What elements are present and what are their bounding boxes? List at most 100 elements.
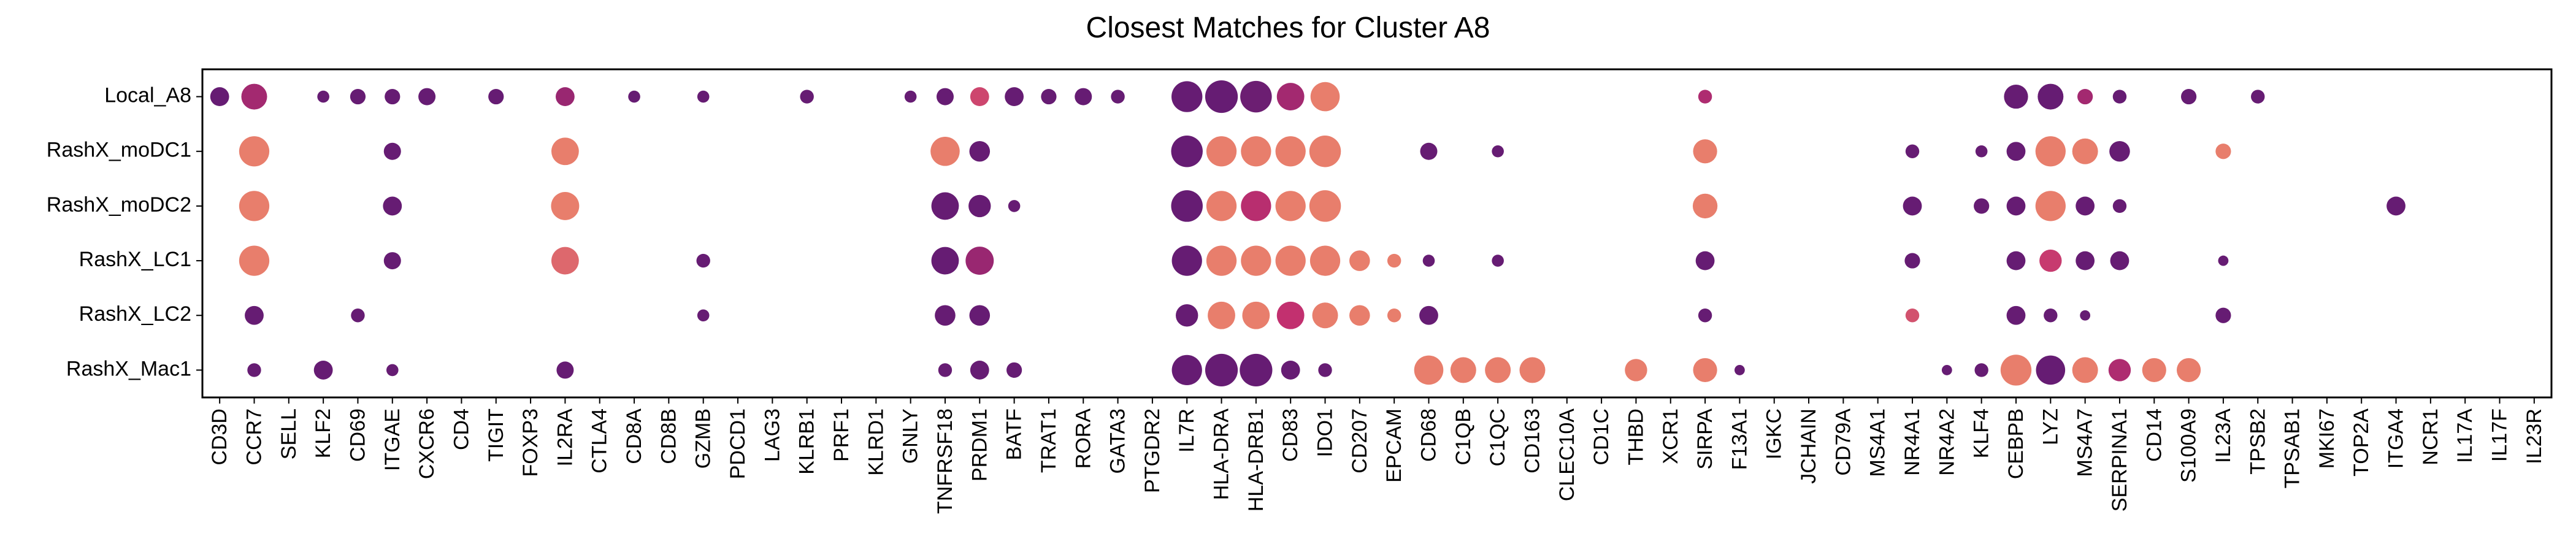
x-tick-label: NR4A2 [1935, 408, 1958, 476]
dot-RashX_LC2-NR4A1 [1905, 309, 1920, 323]
x-tick-label: GNLY [899, 408, 922, 464]
dot-RashX_LC1-PRDM1 [965, 247, 994, 275]
dot-RashX_moDC1-KLF4 [1975, 145, 1988, 158]
dot-RashX_LC2-HLA-DRB1 [1242, 301, 1270, 329]
dot-RashX_LC1-IDO1 [1309, 245, 1341, 276]
plot-area-frame [201, 68, 2553, 399]
dot-Local_A8-CXCR6 [418, 88, 436, 105]
dot-RashX_LC1-HLA-DRA [1206, 245, 1237, 276]
dot-Local_A8-TIGIT [488, 88, 504, 105]
dot-RashX_moDC2-IL7R [1171, 190, 1203, 222]
x-tick-label: CD83 [1279, 408, 1302, 462]
x-tick-label: ITGAE [381, 408, 404, 471]
x-tick-label: LAG3 [761, 408, 784, 462]
x-tick-label: IL17F [2488, 408, 2512, 462]
dot-RashX_moDC1-ITGAE [383, 142, 401, 160]
x-tick-label: MKI67 [2315, 408, 2339, 469]
y-tick-label: RashX_LC1 [79, 248, 191, 271]
x-tick-label: CD163 [1520, 408, 1544, 473]
dot-Local_A8-TNFRSF18 [936, 88, 954, 105]
dot-RashX_moDC1-CD83 [1275, 136, 1306, 167]
dot-RashX_moDC2-ITGAE [383, 196, 402, 216]
x-tick-label: KLRD1 [864, 408, 887, 476]
x-tick-label: GZMB [692, 408, 715, 469]
x-tick-label: EPCAM [1382, 408, 1406, 483]
dot-RashX_moDC2-HLA-DRB1 [1241, 191, 1271, 221]
dot-RashX_moDC2-IL2RA [551, 191, 580, 220]
dot-RashX_LC1-CCR7 [239, 245, 270, 276]
dot-RashX_LC1-MS4A7 [2076, 251, 2095, 270]
x-tick-label: MS4A1 [1866, 408, 1890, 477]
x-tick-label: F13A1 [1728, 408, 1751, 470]
dot-RashX_moDC2-LYZ [2035, 191, 2066, 221]
dot-RashX_moDC2-CEBPB [2006, 196, 2026, 216]
dot-RashX_Mac1-HLA-DRA [1205, 353, 1238, 387]
dot-RashX_Mac1-PRDM1 [970, 361, 989, 380]
dot-RashX_Mac1-S100A9 [2177, 358, 2201, 383]
dot-RashX_LC2-EPCAM [1387, 309, 1401, 323]
dot-Local_A8-RORA [1075, 88, 1092, 105]
dot-RashX_LC2-LYZ [2044, 309, 2058, 323]
dot-RashX_Mac1-CCR7 [247, 363, 261, 377]
dot-RashX_moDC1-LYZ [2035, 136, 2066, 167]
x-tick-label: CD68 [1417, 408, 1440, 462]
dot-RashX_moDC1-IL23A [2215, 144, 2231, 159]
dot-RashX_Mac1-IDO1 [1318, 363, 1332, 377]
x-tick-label: CD79A [1831, 408, 1855, 476]
dot-RashX_LC1-GZMB [696, 253, 710, 268]
dot-RashX_Mac1-CEBPB [2000, 355, 2032, 386]
dot-Local_A8-IDO1 [1310, 82, 1340, 112]
dot-RashX_moDC1-HLA-DRB1 [1241, 136, 1271, 167]
dot-Local_A8-GZMB [697, 90, 710, 103]
x-tick-label: CXCR6 [415, 408, 439, 479]
dot-RashX_moDC2-KLF4 [1974, 198, 1990, 214]
dot-RashX_LC1-IL23A [2218, 255, 2229, 266]
dot-RashX_Mac1-C1QB [1450, 357, 1476, 383]
x-tick-label: NR4A1 [1901, 408, 1924, 476]
dot-RashX_Mac1-MS4A7 [2072, 357, 2098, 383]
dot-RashX_moDC2-CCR7 [239, 191, 270, 221]
x-tick-label: TRAT1 [1037, 408, 1060, 473]
dot-Local_A8-KLRB1 [800, 90, 814, 104]
dot-RashX_Mac1-C1QC [1485, 357, 1511, 383]
x-tick-label: CD14 [2142, 408, 2166, 462]
x-tick-label: JCHAIN [1797, 408, 1820, 484]
x-tick-label: KLF4 [1970, 408, 1993, 458]
x-tick-label: BATF [1003, 408, 1026, 460]
dot-RashX_LC1-ITGAE [383, 252, 401, 270]
dot-RashX_moDC1-NR4A1 [1905, 144, 1920, 158]
dot-RashX_Mac1-CD14 [2142, 358, 2166, 383]
x-tick-label: SIRPA [1693, 408, 1717, 470]
dot-RashX_LC2-CD207 [1349, 305, 1370, 326]
x-tick-label: CD207 [1348, 408, 1371, 473]
dot-Local_A8-PRDM1 [970, 87, 989, 106]
dot-RashX_moDC2-CD83 [1275, 191, 1306, 221]
x-tick-label: CD69 [346, 408, 369, 462]
x-tick-label: HLA-DRA [1210, 408, 1233, 500]
x-tick-label: IL23A [2212, 408, 2235, 463]
x-tick-label: IGKC [1763, 408, 1786, 459]
dot-RashX_moDC2-HLA-DRA [1206, 191, 1237, 221]
dot-Local_A8-KLF2 [317, 90, 329, 103]
dot-RashX_LC2-CD68 [1419, 305, 1438, 325]
dot-Local_A8-HLA-DRB1 [1240, 80, 1272, 113]
dot-RashX_moDC2-SERPINA1 [2112, 199, 2127, 213]
x-tick-label: PTGDR2 [1141, 408, 1164, 493]
dot-RashX_LC1-EPCAM [1387, 253, 1401, 268]
x-tick-label: CD3D [208, 408, 231, 466]
dot-Local_A8-CD3D [210, 87, 229, 106]
y-tick-label: Local_A8 [104, 84, 191, 107]
dot-RashX_LC1-LYZ [2039, 249, 2062, 272]
dot-RashX_moDC1-MS4A7 [2072, 138, 2098, 164]
dot-RashX_LC2-GZMB [697, 309, 710, 322]
y-axis: Local_A8 RashX_moDC1 RashX_moDC2 RashX_LC1 R… [47, 84, 202, 380]
dot-RashX_moDC1-HLA-DRA [1206, 136, 1237, 167]
dot-RashX_Mac1-CD83 [1281, 361, 1300, 380]
dot-RashX_LC1-TNFRSF18 [931, 247, 959, 275]
dot-Local_A8-CD83 [1276, 83, 1305, 110]
dot-RashX_Mac1-CD68 [1414, 355, 1444, 385]
x-tick-label: GATA3 [1106, 408, 1130, 473]
dot-RashX_LC1-CD83 [1275, 245, 1306, 276]
dot-RashX_LC1-CD68 [1422, 255, 1435, 267]
dot-RashX_moDC1-CD68 [1420, 142, 1438, 160]
